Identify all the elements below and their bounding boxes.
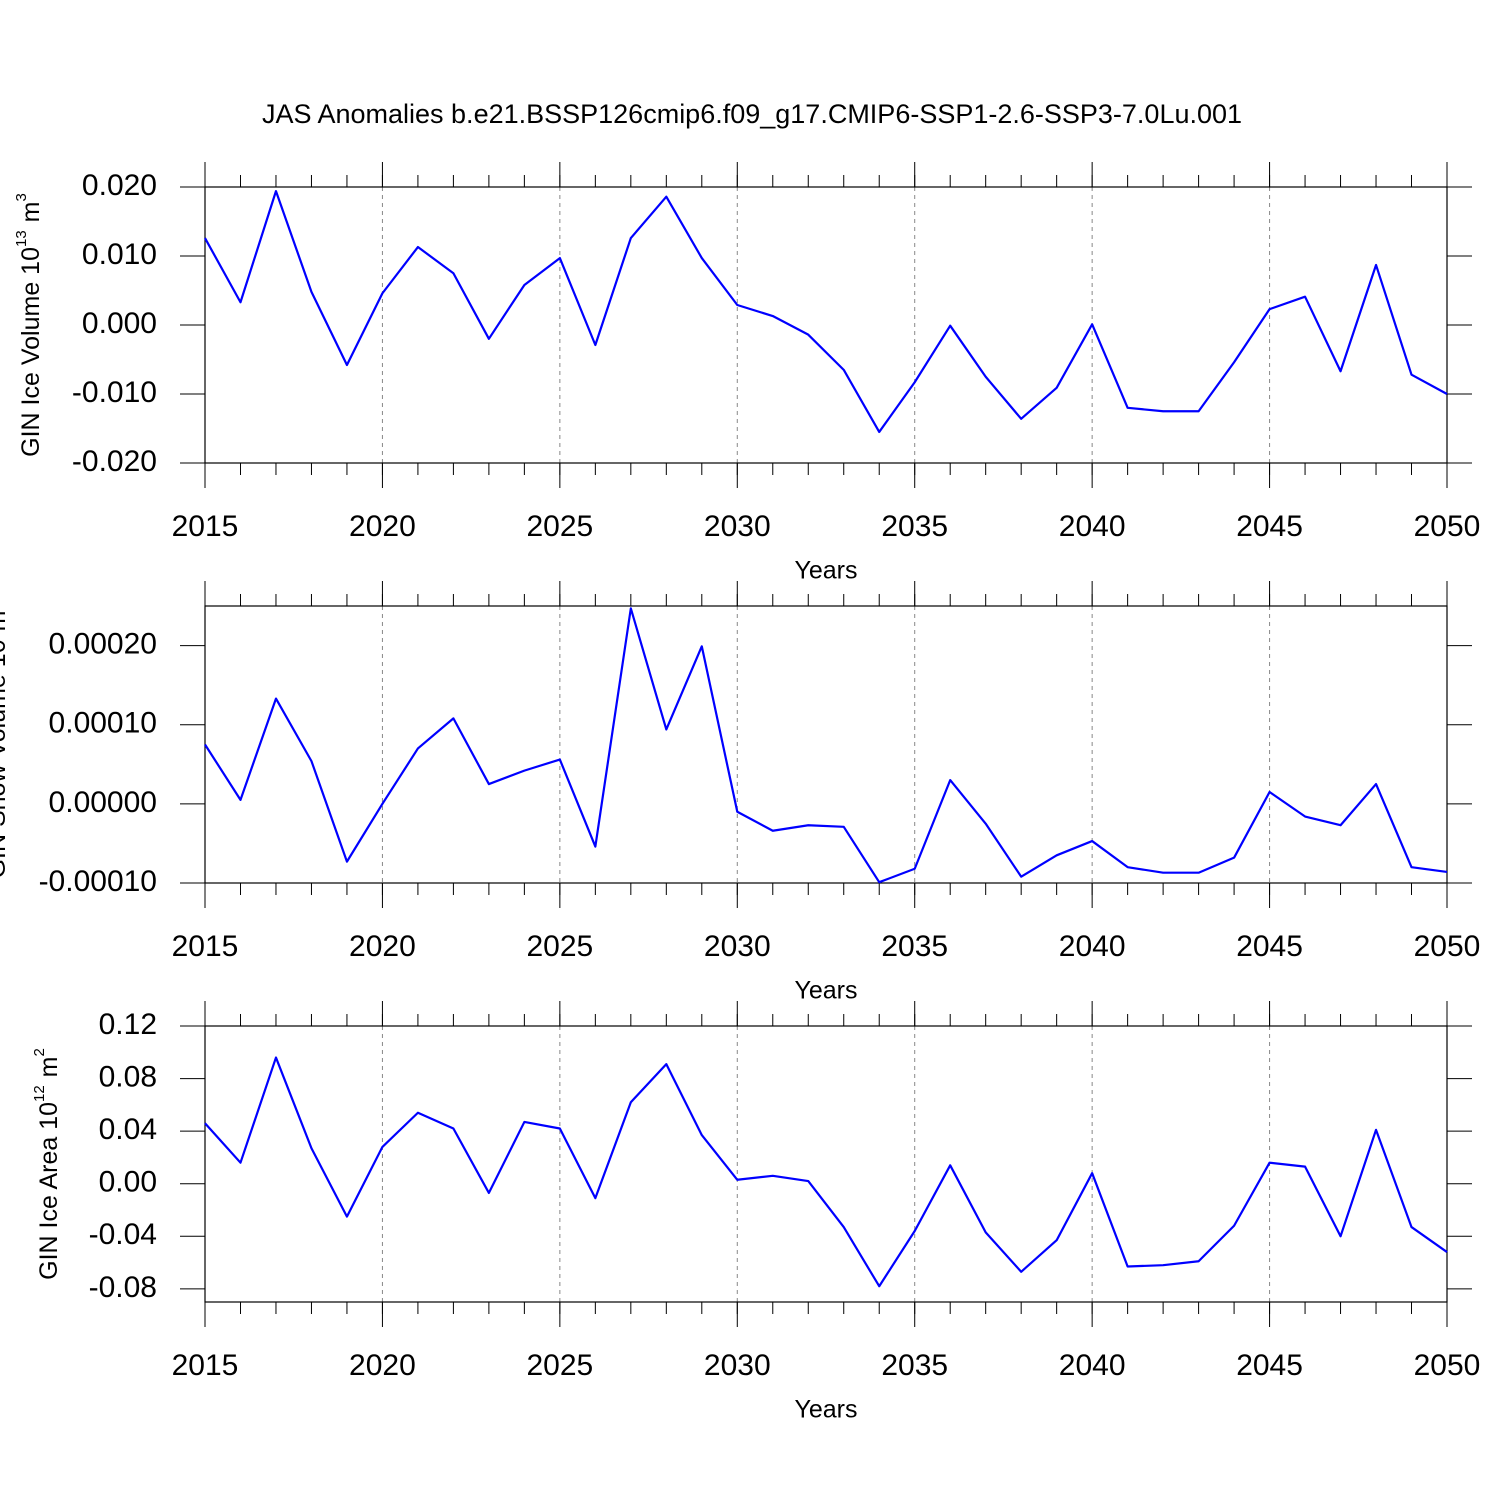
x-tick-label: 2025 <box>526 1349 593 1382</box>
x-tick-label: 2020 <box>349 930 416 963</box>
x-tick-label: 2025 <box>526 510 593 543</box>
x-tick-label: 2025 <box>526 930 593 963</box>
y-axis-label: GIN Snow Volume 10 m <box>0 611 11 879</box>
y-axis-label-part: 3 <box>13 193 30 201</box>
plot-frame <box>204 605 1448 884</box>
y-axis-label-part: m <box>35 1056 63 1077</box>
y-tick-label: 0.04 <box>99 1113 157 1146</box>
y-axis-label: GIN Ice Area 1012 m2 <box>31 1048 63 1280</box>
data-line <box>204 607 1448 884</box>
y-tick-label: 0.010 <box>82 238 157 271</box>
y-axis-label-part: 12 <box>31 1085 48 1102</box>
x-tick-label: 2030 <box>704 930 771 963</box>
y-axis-label-part: m <box>17 202 45 223</box>
plot-frame <box>204 1025 1448 1303</box>
x-tick-label: 2020 <box>349 510 416 543</box>
x-tick-label: 2035 <box>881 510 948 543</box>
y-axis-label-part: 13 <box>13 230 30 247</box>
y-axis-label-part: GIN Ice Volume 10 <box>17 247 45 457</box>
y-axis-label-part: GIN Snow Volume 10 <box>0 639 11 878</box>
y-tick-label: 0.12 <box>99 1008 157 1041</box>
y-tick-label: 0.00020 <box>49 627 157 660</box>
x-tick-label: 2050 <box>1414 1349 1481 1382</box>
x-tick-label: 2015 <box>172 510 239 543</box>
y-axis-label-part: 2 <box>31 1048 48 1056</box>
x-tick-label: 2040 <box>1059 510 1126 543</box>
x-tick-label: 2020 <box>349 1349 416 1382</box>
x-axis-label: Years <box>794 977 857 1005</box>
x-tick-label: 2035 <box>881 930 948 963</box>
y-tick-label: 0.000 <box>82 307 157 340</box>
x-tick-label: 2040 <box>1059 1349 1126 1382</box>
y-tick-label: -0.08 <box>89 1271 157 1304</box>
x-tick-label: 2015 <box>172 1349 239 1382</box>
figure-title: JAS Anomalies b.e21.BSSP126cmip6.f09_g17… <box>262 99 1242 129</box>
x-tick-label: 2045 <box>1236 1349 1303 1382</box>
x-tick-label: 2045 <box>1236 930 1303 963</box>
x-tick-label: 2030 <box>704 510 771 543</box>
y-tick-label: 0.00000 <box>49 786 157 819</box>
y-axis-label: GIN Ice Volume 1013 m3 <box>13 193 45 457</box>
y-axis-label-part: m <box>0 611 11 632</box>
x-tick-label: 2050 <box>1414 930 1481 963</box>
x-tick-label: 2045 <box>1236 510 1303 543</box>
data-line <box>204 1056 1448 1288</box>
x-tick-label: 2030 <box>704 1349 771 1382</box>
x-tick-label: 2015 <box>172 930 239 963</box>
y-tick-label: 0.00010 <box>49 707 157 740</box>
y-tick-label: -0.020 <box>72 445 157 478</box>
x-axis-label: Years <box>794 557 857 585</box>
y-tick-label: -0.010 <box>72 376 157 409</box>
y-tick-label: 0.08 <box>99 1060 157 1093</box>
x-tick-label: 2040 <box>1059 930 1126 963</box>
data-line <box>204 190 1448 434</box>
y-tick-label: -0.04 <box>89 1218 157 1251</box>
y-axis-label-part: GIN Ice Area 10 <box>35 1102 63 1280</box>
x-tick-label: 2035 <box>881 1349 948 1382</box>
y-tick-label: 0.00 <box>99 1166 157 1199</box>
y-tick-label: 0.020 <box>82 169 157 202</box>
y-tick-label: -0.00010 <box>39 865 157 898</box>
x-tick-label: 2050 <box>1414 510 1481 543</box>
x-axis-label: Years <box>794 1396 857 1424</box>
plot-frame <box>204 186 1448 464</box>
